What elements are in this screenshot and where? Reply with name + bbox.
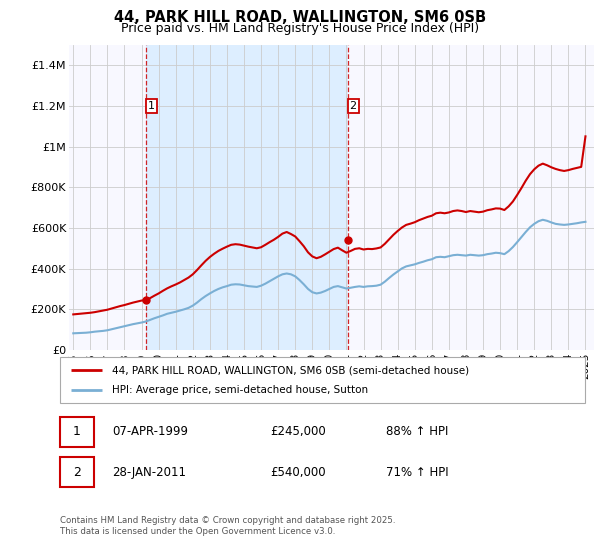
FancyBboxPatch shape — [60, 457, 94, 487]
FancyBboxPatch shape — [60, 357, 585, 403]
Text: 1: 1 — [73, 426, 81, 438]
Text: Contains HM Land Registry data © Crown copyright and database right 2025.
This d: Contains HM Land Registry data © Crown c… — [60, 516, 395, 536]
Text: 2: 2 — [350, 101, 356, 111]
FancyBboxPatch shape — [60, 417, 94, 447]
Text: 44, PARK HILL ROAD, WALLINGTON, SM6 0SB: 44, PARK HILL ROAD, WALLINGTON, SM6 0SB — [114, 10, 486, 25]
Text: 2: 2 — [73, 466, 81, 479]
Text: 28-JAN-2011: 28-JAN-2011 — [113, 466, 187, 479]
Text: £245,000: £245,000 — [270, 426, 326, 438]
Text: Price paid vs. HM Land Registry's House Price Index (HPI): Price paid vs. HM Land Registry's House … — [121, 22, 479, 35]
Text: 88% ↑ HPI: 88% ↑ HPI — [386, 426, 448, 438]
Text: 1: 1 — [148, 101, 155, 111]
Text: £540,000: £540,000 — [270, 466, 326, 479]
Text: 44, PARK HILL ROAD, WALLINGTON, SM6 0SB (semi-detached house): 44, PARK HILL ROAD, WALLINGTON, SM6 0SB … — [113, 365, 470, 375]
Text: 71% ↑ HPI: 71% ↑ HPI — [386, 466, 448, 479]
Text: 07-APR-1999: 07-APR-1999 — [113, 426, 188, 438]
Text: HPI: Average price, semi-detached house, Sutton: HPI: Average price, semi-detached house,… — [113, 385, 368, 395]
Bar — [146, 45, 348, 350]
